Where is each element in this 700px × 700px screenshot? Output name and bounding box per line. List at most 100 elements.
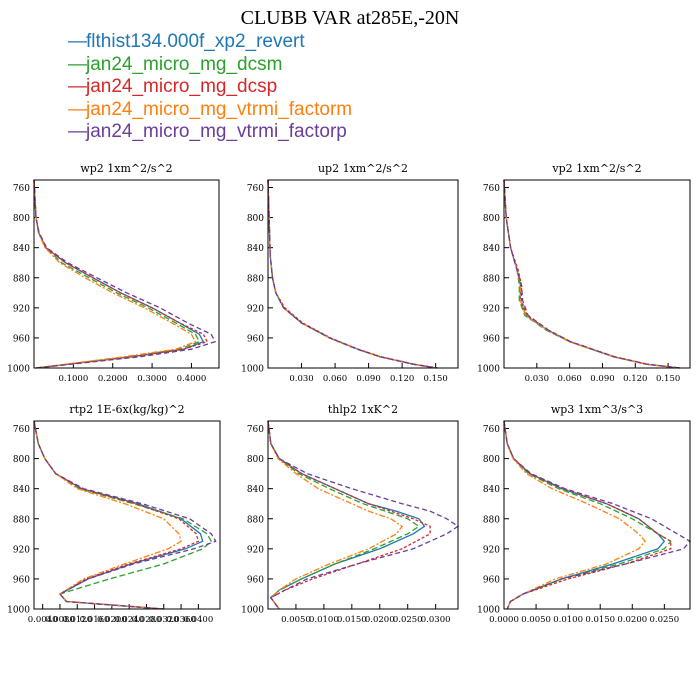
- y-tick-label: 920: [247, 545, 264, 555]
- x-tick-label: 0.0240: [114, 615, 144, 625]
- x-tick-label: 0.090: [590, 374, 614, 384]
- series-line: [267, 179, 437, 369]
- legend-dash: —: [68, 98, 87, 120]
- legend-dash: —: [68, 121, 87, 142]
- y-tick-label: 960: [247, 334, 264, 344]
- x-tick-label: 0.0050: [281, 615, 311, 625]
- series-line: [503, 179, 680, 369]
- legend-item: —jan24_micro_mg_dcsm: [68, 54, 352, 77]
- x-tick-label: 0.0160: [80, 615, 110, 625]
- subplot-title: rtp2 1E-6x(kg/kg)^2: [69, 403, 184, 416]
- y-tick-label: 1000: [477, 365, 500, 375]
- y-tick-label: 920: [483, 304, 500, 314]
- y-tick-label: 960: [13, 575, 30, 585]
- x-tick-label: 0.120: [623, 374, 647, 384]
- subplot-title: wp3 1xm^3/s^3: [551, 403, 643, 416]
- y-tick-label: 800: [483, 214, 500, 224]
- x-tick-label: 0.0200: [97, 615, 127, 625]
- legend-dash: —: [68, 53, 87, 75]
- y-tick-label: 800: [13, 214, 30, 224]
- legend-dash: —: [68, 76, 87, 97]
- x-tick-label: 0.0300: [421, 615, 451, 625]
- series-line: [33, 420, 182, 610]
- x-tick-label: 0.0200: [617, 615, 647, 625]
- y-tick-label: 760: [483, 425, 500, 435]
- x-tick-label: 0.030: [525, 374, 549, 384]
- plot-frame: [503, 179, 691, 369]
- y-tick-label: 880: [247, 274, 264, 284]
- legend-label: jan24_micro_mg_vtrmi_factorp: [86, 121, 347, 142]
- y-tick-label: 920: [13, 304, 30, 314]
- series-line: [33, 179, 205, 369]
- plot-frame: [33, 179, 220, 369]
- x-tick-label: 0.0050: [521, 615, 551, 625]
- legend-label: jan24_micro_mg_dcsp: [86, 76, 278, 97]
- x-tick-label: 0.030: [289, 374, 313, 384]
- series-line: [267, 420, 426, 610]
- series-line: [503, 179, 681, 369]
- y-tick-label: 760: [483, 184, 500, 194]
- x-tick-label: 0.0320: [149, 615, 179, 625]
- series-line: [33, 179, 197, 369]
- subplot: thlp2 1xK^276080084088092096010000.00500…: [241, 403, 460, 625]
- y-tick-label: 840: [13, 244, 30, 254]
- y-tick-label: 960: [13, 334, 30, 344]
- y-tick-label: 840: [247, 485, 264, 495]
- series-line: [267, 179, 436, 369]
- y-tick-label: 1000: [7, 365, 30, 375]
- y-tick-label: 1000: [241, 365, 264, 375]
- x-tick-label: 0.0150: [337, 615, 367, 625]
- figure-title: CLUBB VAR at285E,-20N: [240, 7, 460, 29]
- series-line: [503, 420, 672, 610]
- y-tick-label: 760: [247, 425, 264, 435]
- x-tick-label: 0.0250: [393, 615, 423, 625]
- y-tick-label: 880: [13, 515, 30, 525]
- y-tick-label: 840: [247, 244, 264, 254]
- x-tick-label: 0.4000: [177, 374, 207, 384]
- x-tick-label: 0.0100: [309, 615, 339, 625]
- x-tick-label: 0.150: [656, 374, 680, 384]
- y-tick-label: 880: [13, 274, 30, 284]
- subplot-title: vp2 1xm^2/s^2: [551, 162, 641, 175]
- series-line: [33, 420, 213, 610]
- subplot: rtp2 1E-6x(kg/kg)^2 760 800 840 880 920 960 100…: [7, 403, 221, 625]
- x-tick-label: 0.0150: [585, 615, 615, 625]
- y-tick-label: 840: [483, 485, 500, 495]
- legend-item: —jan24_micro_mg_dcsp: [68, 76, 352, 99]
- x-tick-label: 0.1000: [58, 374, 88, 384]
- x-tick-label: 0.150: [423, 374, 447, 384]
- subplot: up2 1xm^2/s^2 760 800 840 880 920 960 1000 0.030…: [241, 162, 459, 384]
- series-line: [267, 420, 460, 610]
- y-tick-label: 760: [13, 184, 30, 194]
- series-line: [267, 179, 439, 369]
- plot-frame: [267, 179, 459, 369]
- y-tick-label: 880: [483, 274, 500, 284]
- series-line: [33, 179, 217, 369]
- y-tick-label: 880: [247, 515, 264, 525]
- y-tick-label: 800: [247, 455, 264, 465]
- y-tick-label: 960: [483, 575, 500, 585]
- series-line: [503, 420, 691, 610]
- y-tick-label: 840: [483, 244, 500, 254]
- y-tick-label: 800: [483, 455, 500, 465]
- subplot: wp2 1xm^2/s^2 760 800 840 880 920 960 1000 0.100…: [7, 162, 220, 384]
- y-tick-label: 760: [13, 425, 30, 435]
- series-line: [33, 420, 217, 610]
- series-line: [267, 420, 421, 610]
- series-line: [267, 420, 404, 610]
- x-tick-label: 0.0100: [553, 615, 583, 625]
- series-line: [267, 179, 436, 369]
- x-tick-label: 0.0400: [183, 615, 213, 625]
- y-tick-label: 880: [483, 515, 500, 525]
- y-tick-label: 1000: [241, 606, 264, 616]
- series-line: [267, 179, 436, 369]
- series-line: [503, 179, 681, 369]
- legend: —flthist134.000f_xp2_revert —jan24_micro…: [68, 31, 352, 144]
- series-line: [33, 179, 209, 369]
- x-tick-label: 0.0080: [45, 615, 75, 625]
- y-tick-label: 1000: [7, 606, 30, 616]
- legend-item: —jan24_micro_mg_vtrmi_factorm: [68, 99, 352, 122]
- series-line: [503, 420, 672, 610]
- series-line: [503, 420, 646, 610]
